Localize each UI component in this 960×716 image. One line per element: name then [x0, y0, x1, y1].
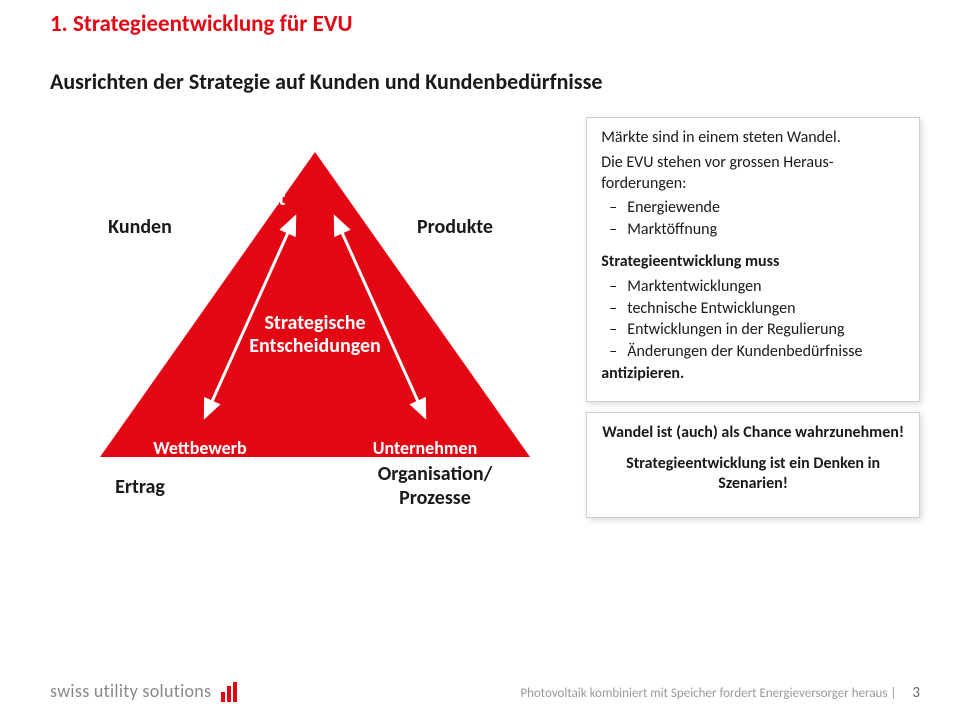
para-muss: Strategieentwicklung muss — [601, 252, 905, 273]
content-row: Kunden Produkte Markt Ertrag Wettbewerb … — [50, 117, 920, 557]
section-title: 1. Strategieentwicklung für EVU — [50, 10, 920, 38]
label-kunden: Kunden — [80, 215, 200, 239]
label-produkte: Produkte — [395, 215, 515, 239]
text-box-top: Märkte sind in einem steten Wandel. Die … — [586, 117, 920, 402]
label-markt: Markt — [205, 187, 315, 211]
triangle-shape — [100, 152, 530, 457]
heraus-list: Energiewende Marktöffnung — [601, 198, 905, 241]
para-heraus-intro: Die EVU stehen vor grossen Heraus- forde… — [601, 153, 905, 195]
footer-right: Photovoltaik kombiniert mit Speicher for… — [520, 684, 920, 702]
list-item: Marktöffnung — [605, 220, 905, 241]
footer-caption: Photovoltaik kombiniert mit Speicher for… — [520, 686, 896, 701]
right-column: Märkte sind in einem steten Wandel. Die … — [586, 117, 920, 557]
label-org-line1: Organisation/ — [378, 462, 493, 486]
bottom-line2: Strategieentwicklung ist ein Denken in S… — [601, 454, 905, 496]
list-item: Marktentwicklungen — [605, 277, 905, 298]
list-item: Entwicklungen in der Regulierung — [605, 320, 905, 341]
label-ertrag: Ertrag — [80, 475, 200, 499]
center-line2: Entscheidungen — [249, 334, 381, 358]
para-markets: Märkte sind in einem steten Wandel. — [601, 128, 905, 149]
para-heraus-l2: forderungen: — [601, 174, 686, 193]
footer: swiss utility solutions Photovoltaik kom… — [0, 666, 960, 716]
para-heraus-l1: Die EVU stehen vor grossen Heraus- — [601, 153, 833, 172]
footer-logo-bars-icon — [221, 682, 237, 702]
footer-logo-text: swiss utility solutions — [50, 680, 211, 702]
muss-list: Marktentwicklungen technische Entwicklun… — [601, 277, 905, 363]
label-wettbewerb: Wettbewerb — [130, 437, 270, 459]
para-antizipieren: antizipieren. — [601, 364, 905, 385]
diagram-panel: Kunden Produkte Markt Ertrag Wettbewerb … — [50, 117, 570, 557]
triangle-center-label: Strategische Entscheidungen — [200, 312, 430, 358]
bottom-line1: Wandel ist (auch) als Chance wahrzunehme… — [601, 423, 905, 444]
subtitle: Ausrichten der Strategie auf Kunden und … — [50, 68, 920, 95]
center-line1: Strategische — [264, 311, 365, 335]
label-org-line2: Prozesse — [399, 486, 471, 510]
triangle-graphic — [50, 117, 580, 467]
footer-logo: swiss utility solutions — [50, 680, 237, 702]
label-unternehmen: Unternehmen — [350, 437, 500, 459]
page-number: 3 — [912, 684, 920, 702]
list-item: technische Entwicklungen — [605, 299, 905, 320]
list-item: Energiewende — [605, 198, 905, 219]
list-item: Änderungen der Kundenbedürfnisse — [605, 342, 905, 363]
label-organisation-prozesse: Organisation/ Prozesse — [335, 462, 535, 510]
text-box-bottom: Wandel ist (auch) als Chance wahrzunehme… — [586, 412, 920, 518]
